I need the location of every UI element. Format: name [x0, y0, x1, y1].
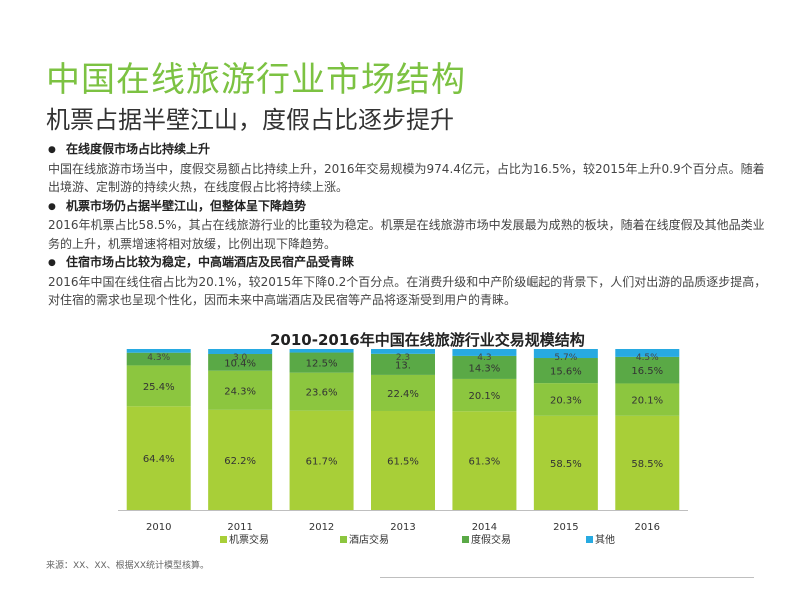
data-label-2012-1: 23.6%	[306, 388, 338, 399]
bar-segment-2013-3	[371, 349, 435, 354]
tick-label-2015: 2015	[553, 522, 578, 533]
data-label-2015-1: 20.3%	[550, 395, 582, 406]
legend-label-1: 酒店交易	[349, 533, 389, 546]
bar-segment-2012-1	[289, 372, 354, 411]
data-label-top-2015: 5.7%	[554, 353, 577, 363]
data-label-2016-2: 16.5%	[631, 366, 663, 377]
bar-segment-2015-0	[533, 415, 598, 510]
plot-area: 64.4% 25.4% 4.3% 2010 62.2% 24.3% 10.4%3.0 2011…	[118, 349, 688, 533]
bar-segment-2014-2	[452, 355, 517, 379]
bar-segment-2011-3	[208, 349, 273, 354]
bar-segment-2016-1	[615, 383, 680, 416]
data-label-top-2013: 2.3	[396, 353, 410, 363]
data-label-2014-1: 20.1%	[469, 391, 501, 402]
bullet-text-vacation: 中国在线旅游市场当中，度假交易额占比持续上升，2016年交易规模为974.4亿元…	[48, 161, 765, 195]
chart-legend: 机票交易 酒店交易 度假交易 其他	[220, 533, 615, 546]
chart-title: 2010-2016年中国在线旅游行业交易规模结构	[270, 331, 585, 349]
bar-segment-2014-1	[452, 378, 517, 412]
data-label-2010-0: 64.4%	[143, 454, 175, 465]
data-label-2012-2: 12.5%	[306, 359, 338, 370]
data-label-2016-1: 20.1%	[631, 396, 663, 407]
bullet-list: 在线度假市场占比持续上升 中国在线旅游市场当中，度假交易额占比持续上升，2016…	[48, 140, 768, 310]
legend-swatch-3	[586, 536, 593, 543]
tick-label-2016: 2016	[635, 522, 660, 533]
data-label-top-2014: 4.3	[477, 353, 491, 363]
legend-label-0: 机票交易	[229, 533, 269, 546]
source-note: 来源：XX、XX、根据XX统计模型核算。	[46, 561, 209, 571]
bar-segment-2013-1	[371, 374, 435, 411]
data-label-2014-2: 14.3%	[469, 363, 501, 374]
legend-swatch-1	[340, 536, 347, 543]
bar-segment-2015-2	[533, 358, 598, 384]
bar-segment-2012-2	[289, 352, 354, 373]
bar-segment-2011-0	[208, 409, 273, 510]
data-label-2015-2: 15.6%	[550, 367, 582, 378]
bar-segment-2016-2	[615, 356, 680, 384]
bullet-heading-vacation: 在线度假市场占比持续上升	[48, 140, 768, 160]
data-label-2013-0: 61.5%	[387, 456, 419, 467]
legend-label-3: 其他	[595, 533, 615, 546]
data-label-top-2016: 4.5%	[636, 353, 659, 363]
bar-segment-2016-3	[615, 349, 680, 357]
tick-label-2014: 2014	[472, 522, 497, 533]
data-label-2011-2: 10.4%	[224, 358, 256, 369]
data-label-2013-2: 13.	[395, 360, 411, 371]
bar-segment-2010-1	[126, 365, 191, 407]
data-label-2012-0: 61.7%	[306, 456, 338, 467]
data-label-2014-0: 61.3%	[469, 457, 501, 468]
bar-segment-2015-1	[533, 383, 598, 416]
tick-label-2010: 2010	[146, 522, 171, 533]
bar-segment-2010-0	[126, 406, 191, 510]
data-label-top-2010: 4.3%	[147, 353, 170, 363]
bullet-heading-flight: 机票市场仍占据半壁江山，但整体呈下降趋势	[48, 197, 768, 217]
tick-label-2011: 2011	[227, 522, 252, 533]
bar-segment-2013-2	[371, 353, 435, 375]
bar-segment-2015-3	[533, 349, 598, 359]
bar-segment-2014-3	[452, 349, 517, 356]
footer-divider	[380, 577, 754, 578]
bar-segment-2016-0	[615, 415, 680, 510]
tick-label-2013: 2013	[390, 522, 415, 533]
bar-segment-2013-0	[371, 410, 435, 510]
legend-swatch-0	[220, 536, 227, 543]
page-subtitle: 机票占据半壁江山，度假占比逐步提升	[46, 106, 454, 134]
page-title: 中国在线旅游行业市场结构	[46, 60, 466, 100]
legend-label-2: 度假交易	[471, 533, 511, 546]
bullet-text-hotel: 2016年中国在线住宿占比为20.1%，较2015年下降0.2个百分点。在消费升…	[48, 274, 767, 308]
bar-segment-2011-2	[208, 353, 273, 371]
bar-segment-2014-0	[452, 411, 517, 510]
data-label-2011-1: 24.3%	[224, 386, 256, 397]
data-label-2010-1: 25.4%	[143, 382, 175, 393]
bar-segment-2010-2	[126, 352, 191, 366]
data-label-2016-0: 58.5%	[631, 459, 663, 470]
tick-label-2012: 2012	[309, 522, 334, 533]
data-label-2013-1: 22.4%	[387, 389, 419, 400]
bar-segment-2012-3	[289, 349, 354, 353]
bar-segment-2010-3	[126, 349, 191, 353]
bar-segment-2012-0	[289, 410, 354, 510]
bullet-text-flight: 2016年机票占比58.5%，其占在线旅游行业的比重较为稳定。机票是在线旅游市场…	[48, 218, 765, 251]
data-label-2015-0: 58.5%	[550, 459, 582, 470]
bar-segment-2011-1	[208, 370, 273, 410]
data-label-top-2011: 3.0	[233, 353, 248, 363]
bullet-heading-hotel: 住宿市场占比较为稳定，中高端酒店及民宿产品受青睐	[48, 253, 768, 273]
legend-swatch-2	[462, 536, 469, 543]
data-label-2011-0: 62.2%	[224, 456, 256, 467]
